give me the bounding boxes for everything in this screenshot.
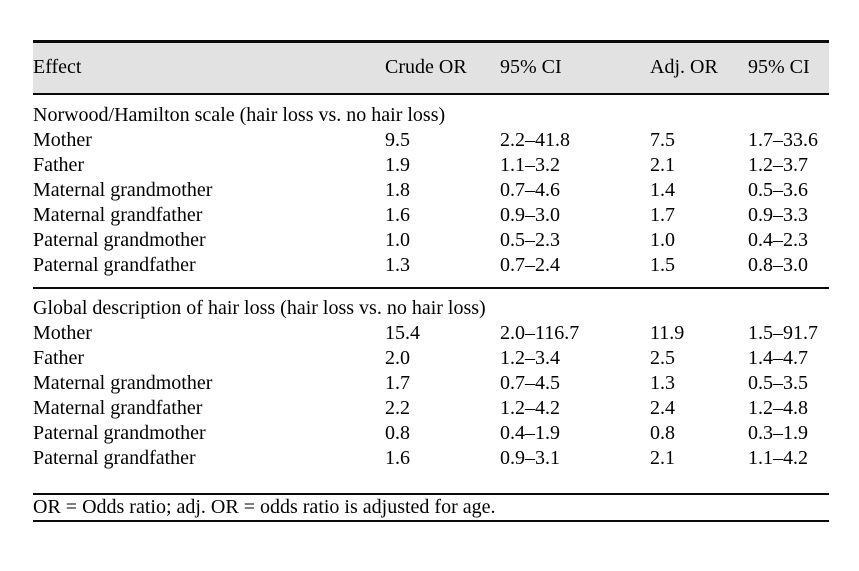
- effect-cell: Paternal grandmother: [33, 421, 206, 444]
- section-header: Norwood/Hamilton scale (hair loss vs. no…: [33, 94, 829, 128]
- crude-or-cell: 1.0: [385, 228, 410, 251]
- table-row: Paternal grandfather 1.3 0.7–2.4 1.5 0.8…: [33, 253, 829, 288]
- crude-ci-cell: 1.2–3.4: [500, 346, 560, 369]
- col-header-adj-or: Adj. OR: [650, 56, 718, 79]
- col-header-crude-ci: 95% CI: [500, 56, 562, 79]
- crude-or-cell: 1.9: [385, 153, 410, 176]
- crude-or-cell: 2.0: [385, 346, 410, 369]
- adj-or-cell: 2.1: [650, 446, 675, 469]
- table-row: Maternal grandmother 1.8 0.7–4.6 1.4 0.5…: [33, 178, 829, 203]
- crude-or-cell: 1.3: [385, 253, 410, 276]
- col-header-effect: Effect: [33, 56, 82, 79]
- effect-cell: Mother: [33, 321, 92, 344]
- crude-ci-cell: 0.9–3.0: [500, 203, 560, 226]
- adj-ci-cell: 1.7–33.6: [748, 128, 818, 151]
- crude-ci-cell: 2.0–116.7: [500, 321, 580, 344]
- section-global-description: Global description of hair loss (hair lo…: [33, 286, 829, 494]
- table-row: Paternal grandfather 1.6 0.9–3.1 2.1 1.1…: [33, 446, 829, 494]
- footnote-row: OR = Odds ratio; adj. OR = odds ratio is…: [33, 492, 829, 522]
- crude-or-cell: 1.7: [385, 371, 410, 394]
- adj-ci-cell: 1.2–3.7: [748, 153, 808, 176]
- table-row: Maternal grandmother 1.7 0.7–4.5 1.3 0.5…: [33, 371, 829, 396]
- crude-or-cell: 1.6: [385, 203, 410, 226]
- crude-ci-cell: 0.7–4.5: [500, 371, 560, 394]
- adj-ci-cell: 0.3–1.9: [748, 421, 808, 444]
- table-header: Effect Crude OR 95% CI Adj. OR 95% CI: [33, 41, 829, 94]
- adj-or-cell: 2.4: [650, 396, 675, 419]
- adj-or-cell: 1.5: [650, 253, 675, 276]
- table-row: Father 2.0 1.2–3.4 2.5 1.4–4.7: [33, 346, 829, 371]
- effect-cell: Maternal grandmother: [33, 178, 213, 201]
- table-footnote-section: OR = Odds ratio; adj. OR = odds ratio is…: [33, 492, 829, 522]
- crude-ci-cell: 1.2–4.2: [500, 396, 560, 419]
- section-title-text: Norwood/Hamilton scale (hair loss vs. no…: [33, 103, 446, 126]
- adj-or-cell: 11.9: [650, 321, 685, 344]
- crude-ci-cell: 1.1–3.2: [500, 153, 560, 176]
- crude-ci-cell: 0.7–4.6: [500, 178, 560, 201]
- adj-or-cell: 1.0: [650, 228, 675, 251]
- effect-cell: Father: [33, 153, 85, 176]
- crude-ci-cell: 0.4–1.9: [500, 421, 560, 444]
- odds-ratio-table-container: Effect Crude OR 95% CI Adj. OR 95% CI No…: [33, 40, 829, 522]
- table-row: Paternal grandmother 0.8 0.4–1.9 0.8 0.3…: [33, 421, 829, 446]
- adj-ci-cell: 0.8–3.0: [748, 253, 808, 276]
- table-row: Father 1.9 1.1–3.2 2.1 1.2–3.7: [33, 153, 829, 178]
- table-row: Maternal grandfather 2.2 1.2–4.2 2.4 1.2…: [33, 396, 829, 421]
- adj-ci-cell: 1.1–4.2: [748, 446, 808, 469]
- adj-or-cell: 1.7: [650, 203, 675, 226]
- table-row: Mother 9.5 2.2–41.8 7.5 1.7–33.6: [33, 128, 829, 153]
- odds-ratio-table: Effect Crude OR 95% CI Adj. OR 95% CI No…: [33, 40, 829, 522]
- crude-ci-cell: 2.2–41.8: [500, 128, 570, 151]
- adj-ci-cell: 0.5–3.6: [748, 178, 808, 201]
- effect-cell: Paternal grandfather: [33, 253, 196, 276]
- adj-ci-cell: 0.9–3.3: [748, 203, 808, 226]
- effect-cell: Paternal grandfather: [33, 446, 196, 469]
- crude-or-cell: 0.8: [385, 421, 410, 444]
- effect-cell: Maternal grandfather: [33, 203, 203, 226]
- table-row: Maternal grandfather 1.6 0.9–3.0 1.7 0.9…: [33, 203, 829, 228]
- adj-or-cell: 2.5: [650, 346, 675, 369]
- adj-ci-cell: 0.5–3.5: [748, 371, 808, 394]
- crude-or-cell: 2.2: [385, 396, 410, 419]
- col-header-adj-ci: 95% CI: [748, 56, 810, 79]
- col-header-crude-or: Crude OR: [385, 56, 467, 79]
- table-header-row: Effect Crude OR 95% CI Adj. OR 95% CI: [33, 41, 829, 94]
- crude-or-cell: 1.8: [385, 178, 410, 201]
- effect-cell: Maternal grandfather: [33, 396, 203, 419]
- crude-ci-cell: 0.5–2.3: [500, 228, 560, 251]
- adj-ci-cell: 1.5–91.7: [748, 321, 818, 344]
- section-header: Global description of hair loss (hair lo…: [33, 286, 829, 321]
- effect-cell: Paternal grandmother: [33, 228, 206, 251]
- table-row: Paternal grandmother 1.0 0.5–2.3 1.0 0.4…: [33, 228, 829, 253]
- crude-or-cell: 9.5: [385, 128, 410, 151]
- effect-cell: Mother: [33, 128, 92, 151]
- adj-or-cell: 1.3: [650, 371, 675, 394]
- footnote-text: OR = Odds ratio; adj. OR = odds ratio is…: [33, 492, 829, 522]
- adj-ci-cell: 0.4–2.3: [748, 228, 808, 251]
- section-norwood-hamilton: Norwood/Hamilton scale (hair loss vs. no…: [33, 94, 829, 288]
- table-row: Mother 15.4 2.0–116.7 11.9 1.5–91.7: [33, 321, 829, 346]
- adj-or-cell: 0.8: [650, 421, 675, 444]
- crude-or-cell: 1.6: [385, 446, 410, 469]
- crude-ci-cell: 0.7–2.4: [500, 253, 560, 276]
- section-title-text: Global description of hair loss (hair lo…: [33, 286, 829, 321]
- adj-ci-cell: 1.4–4.7: [748, 346, 808, 369]
- crude-or-cell: 15.4: [385, 321, 420, 344]
- effect-cell: Father: [33, 346, 85, 369]
- adj-ci-cell: 1.2–4.8: [748, 396, 808, 419]
- adj-or-cell: 2.1: [650, 153, 675, 176]
- adj-or-cell: 7.5: [650, 128, 675, 151]
- crude-ci-cell: 0.9–3.1: [500, 446, 560, 469]
- effect-cell: Maternal grandmother: [33, 371, 213, 394]
- adj-or-cell: 1.4: [650, 178, 675, 201]
